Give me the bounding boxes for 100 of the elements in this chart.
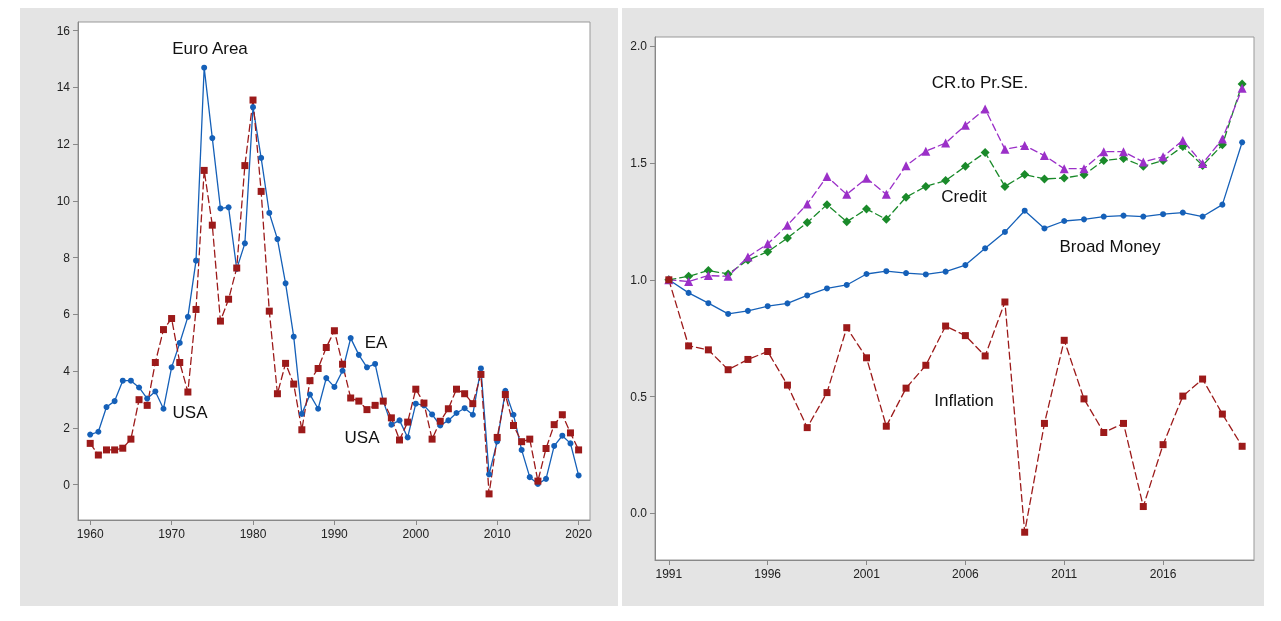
point <box>685 342 693 350</box>
point <box>703 271 713 281</box>
x-tick-label: 1970 <box>158 527 186 541</box>
x-tick-label: 2020 <box>565 527 593 541</box>
point <box>1179 209 1186 216</box>
y-tick-label: 0.5 <box>630 389 648 404</box>
x-tick-label: 2001 <box>853 567 881 581</box>
x-tick-label: 2011 <box>1051 567 1078 581</box>
point <box>881 189 891 199</box>
point <box>763 247 773 257</box>
point <box>842 189 852 199</box>
annotation: CR.to Pr.SE. <box>931 72 1029 92</box>
point <box>803 424 811 432</box>
point <box>1120 212 1127 219</box>
x-tick-label: 2010 <box>483 527 511 541</box>
point <box>823 389 831 397</box>
point <box>1139 503 1147 511</box>
point <box>1061 217 1068 224</box>
annotation: Inflation <box>934 390 994 410</box>
y-tick-label: 8 <box>63 250 71 265</box>
point <box>960 120 970 130</box>
point <box>922 271 929 278</box>
y-tick-label: 10 <box>56 193 71 208</box>
point <box>764 303 771 310</box>
point <box>1119 147 1129 157</box>
point <box>1099 156 1109 166</box>
point <box>1237 83 1247 93</box>
point <box>1179 392 1187 400</box>
point <box>802 218 812 228</box>
point <box>1158 152 1168 162</box>
point <box>863 270 870 277</box>
x-tick-label: 1991 <box>655 567 683 581</box>
point <box>782 233 792 243</box>
x-tick-label: 1980 <box>239 527 267 541</box>
point <box>1199 375 1207 383</box>
y-tick-label: 1.0 <box>630 272 648 287</box>
y-tick-label: 6 <box>63 307 71 322</box>
point <box>1079 164 1089 174</box>
point <box>1041 225 1048 232</box>
point <box>902 384 910 392</box>
point <box>1040 419 1048 427</box>
annotation: Credit <box>941 186 987 206</box>
x-tick-label: 1960 <box>76 527 104 541</box>
point <box>822 172 832 182</box>
annotation: USA <box>344 427 381 447</box>
point <box>783 381 791 389</box>
point <box>705 300 712 307</box>
y-tick-label: 0 <box>63 477 71 492</box>
y-tick-label: 2.0 <box>630 39 648 54</box>
point <box>725 310 732 317</box>
point <box>962 262 969 269</box>
point <box>1239 139 1246 146</box>
point <box>1039 151 1049 161</box>
point <box>704 346 712 354</box>
annotation: EA <box>364 332 388 352</box>
point <box>980 148 990 158</box>
point <box>1080 216 1087 223</box>
point <box>1218 410 1226 418</box>
annotation: Euro Area <box>172 38 249 58</box>
point <box>862 204 872 214</box>
x-tick-label: 2006 <box>952 567 980 581</box>
point <box>685 289 692 296</box>
point <box>744 307 751 314</box>
x-tick-label: 1990 <box>321 527 349 541</box>
point <box>1020 141 1030 151</box>
point <box>1219 201 1226 208</box>
point <box>1059 173 1069 183</box>
point <box>901 161 911 171</box>
point <box>1100 213 1107 220</box>
point <box>942 268 949 275</box>
point <box>843 324 851 332</box>
point <box>961 332 969 340</box>
point <box>883 268 890 275</box>
point <box>1217 134 1227 144</box>
point <box>982 245 989 252</box>
point <box>960 161 970 171</box>
point <box>684 276 694 286</box>
y-tick-label: 12 <box>56 137 71 152</box>
point <box>922 361 930 369</box>
point <box>1020 170 1030 180</box>
y-tick-label: 4 <box>63 364 71 379</box>
annotation: USA <box>172 402 209 422</box>
x-tick-label: 1996 <box>754 567 782 581</box>
point <box>903 270 910 277</box>
annotation: Broad Money <box>1059 236 1162 256</box>
x-tick-label: 2016 <box>1149 567 1177 581</box>
point <box>1100 429 1108 437</box>
point <box>882 422 890 430</box>
point <box>804 292 811 299</box>
point <box>1080 395 1088 403</box>
point <box>764 348 772 355</box>
point <box>941 138 951 148</box>
point <box>842 217 852 227</box>
point <box>863 354 871 362</box>
point <box>921 181 931 191</box>
point <box>1021 528 1029 536</box>
point <box>901 192 911 202</box>
y-tick-label: 16 <box>56 23 71 38</box>
point <box>1199 213 1206 220</box>
y-tick-label: 14 <box>56 80 71 95</box>
